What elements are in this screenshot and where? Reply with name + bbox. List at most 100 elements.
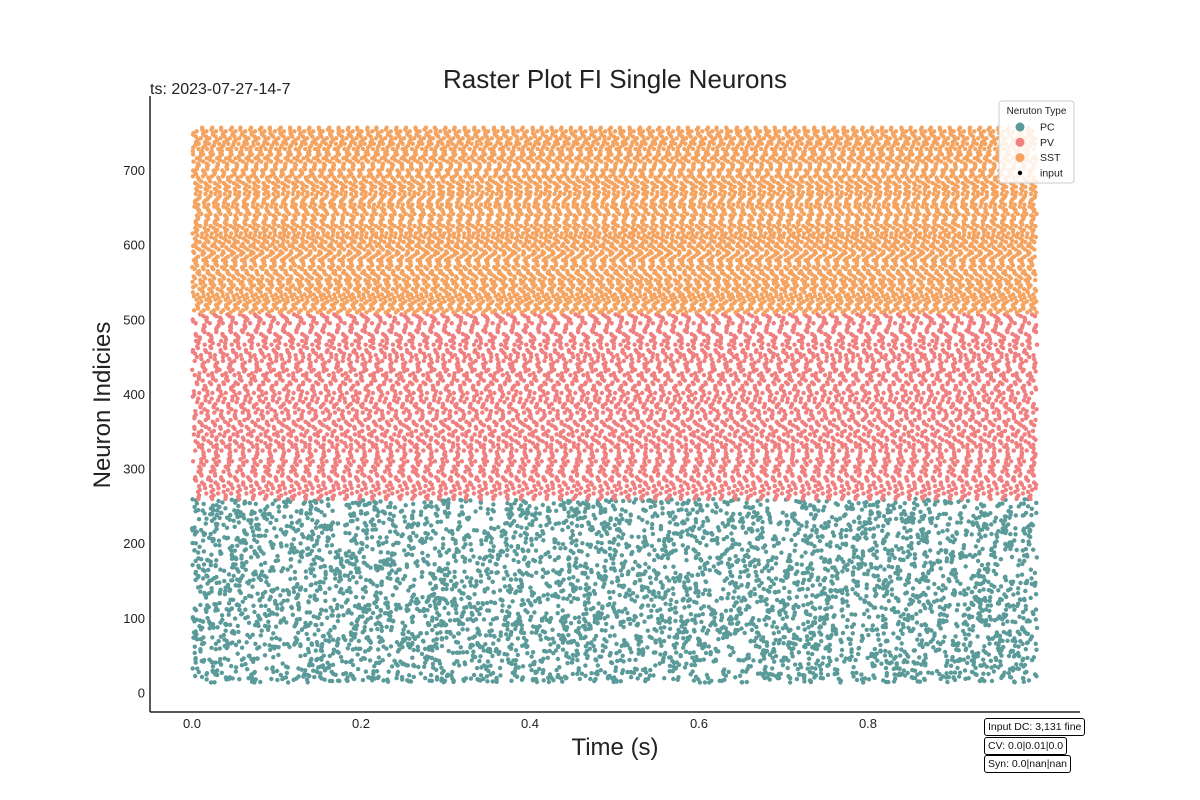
spike-pc xyxy=(399,508,405,513)
spike-pc xyxy=(552,545,557,550)
spike-pc xyxy=(293,635,298,640)
spike-pc xyxy=(650,531,656,537)
spike-pc xyxy=(814,644,819,649)
spike-pc xyxy=(887,650,892,655)
spike-pc xyxy=(421,558,427,564)
spike-pc xyxy=(776,671,781,677)
spike-pc xyxy=(1005,619,1010,624)
spike-pc xyxy=(777,609,782,615)
spike-pc xyxy=(763,664,768,670)
spike-pc xyxy=(710,508,715,514)
spike-pc xyxy=(918,527,924,533)
spike-pc xyxy=(971,662,976,667)
spike-pc xyxy=(650,522,655,527)
spike-pc xyxy=(396,540,401,546)
spike-pc xyxy=(308,658,313,663)
spike-pc xyxy=(764,648,770,654)
spike-pc xyxy=(914,611,919,617)
spike-pc xyxy=(309,642,315,647)
spike-pc xyxy=(961,642,967,647)
spike-pc xyxy=(653,640,658,645)
spike-pc xyxy=(560,527,565,533)
spike-pc xyxy=(513,662,518,667)
spike-pc xyxy=(727,556,732,562)
spike-pc xyxy=(624,518,629,523)
spike-pc xyxy=(834,543,840,549)
spike-pc xyxy=(653,663,658,668)
spike-pc xyxy=(744,656,749,661)
spike-pc xyxy=(675,501,680,506)
spike-pc xyxy=(1026,678,1032,683)
spike-pc xyxy=(529,630,535,635)
spike-pc xyxy=(994,534,1000,540)
spike-pc xyxy=(322,563,327,569)
spike-pc xyxy=(1023,580,1028,586)
spike-pc xyxy=(838,531,843,537)
spike-pc xyxy=(584,607,589,612)
spike-pc xyxy=(787,589,792,595)
spike-pc xyxy=(926,506,931,512)
spike-pc xyxy=(634,667,639,672)
spike-pc xyxy=(374,669,380,674)
spike-pc xyxy=(201,562,207,567)
spike-pc xyxy=(840,597,845,602)
spike-pc xyxy=(350,674,355,679)
spike-pc xyxy=(856,562,861,567)
spike-pc xyxy=(567,564,572,569)
spike-pc xyxy=(198,602,203,608)
spike-pc xyxy=(341,564,346,569)
spike-pc xyxy=(218,510,223,516)
spike-pc xyxy=(948,670,954,675)
spike-pc xyxy=(614,516,619,522)
spike-pc xyxy=(462,605,467,610)
spike-pc xyxy=(713,611,718,616)
spike-pc xyxy=(293,529,299,534)
spike-pc xyxy=(312,632,317,637)
spike-pc xyxy=(1025,554,1030,559)
spike-pc xyxy=(755,599,760,605)
spike-pc xyxy=(210,503,216,508)
spike-pc xyxy=(812,524,817,529)
spike-pc xyxy=(320,557,325,563)
spike-pc xyxy=(278,541,284,546)
spike-pc xyxy=(329,568,334,573)
spike-pc xyxy=(403,624,408,629)
spike-pc xyxy=(668,602,673,607)
spike-pc xyxy=(687,586,693,591)
spike-pc xyxy=(818,615,823,620)
spike-pc xyxy=(642,619,647,624)
spike-pc xyxy=(648,667,653,673)
spike-pc xyxy=(636,515,642,520)
spike-pc xyxy=(450,669,455,675)
spike-pc xyxy=(440,536,446,541)
spike-pc xyxy=(909,628,915,634)
spike-pc xyxy=(425,531,431,537)
spike-pc xyxy=(367,658,373,663)
spike-pc xyxy=(422,664,427,669)
spike-pc xyxy=(374,583,380,589)
spike-pc xyxy=(979,598,984,603)
spike-pc xyxy=(841,565,847,570)
spike-pc xyxy=(196,550,201,555)
spike-pc xyxy=(636,651,641,656)
spike-pc xyxy=(192,644,197,649)
spike-pc xyxy=(810,645,815,650)
spike-pc xyxy=(553,537,558,543)
spike-pc xyxy=(963,647,968,653)
spike-pc xyxy=(358,575,363,580)
spike-pc xyxy=(238,590,243,596)
spike-pc xyxy=(890,503,896,508)
spike-pc xyxy=(518,577,523,582)
spike-pc xyxy=(197,544,202,549)
spike-pc xyxy=(955,602,961,607)
spike-pc xyxy=(636,647,641,652)
spike-pc xyxy=(668,513,673,519)
spike-pc xyxy=(636,563,641,568)
spike-pc xyxy=(627,646,633,651)
spike-pc xyxy=(667,520,673,525)
spike-pc xyxy=(856,501,861,506)
spike-pc xyxy=(544,611,549,616)
spike-pc xyxy=(477,555,482,560)
spike-pc xyxy=(1024,669,1029,675)
spike-pc xyxy=(999,518,1004,523)
